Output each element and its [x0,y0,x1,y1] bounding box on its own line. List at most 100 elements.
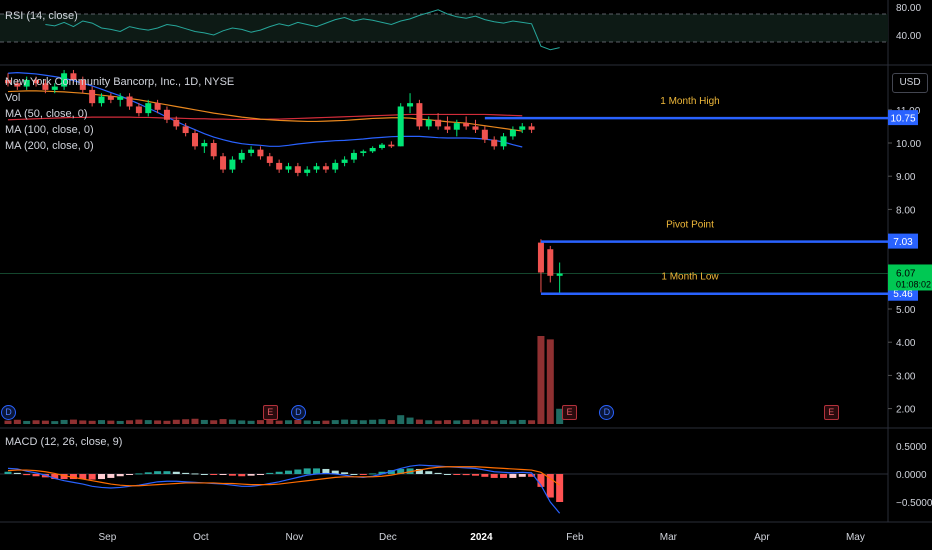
macd-histogram-bar [256,474,264,475]
candle-body [33,79,40,84]
volume-bar [4,420,12,424]
volume-bar [154,420,162,424]
candle-body [500,136,507,147]
macd-histogram-bar [425,471,433,474]
macd-legend-text: MACD (12, 26, close, 9) [5,436,123,448]
volume-bar [247,420,255,424]
price-tick-label: 8.00 [896,205,916,216]
macd-histogram-bar [69,474,77,480]
macd-histogram-bar [537,474,545,487]
level-name: 1 Month Low [661,272,719,283]
volume-bar [294,419,302,424]
price-tick-label: 9.00 [896,172,916,183]
candle-body [304,169,311,173]
symbol-title: New York Community Bancorp, Inc., 1D, NY… [5,76,235,88]
macd-histogram-bar [163,471,171,474]
macd-histogram-bar [285,470,292,474]
candle-body [435,119,442,127]
macd-histogram-bar [191,473,199,475]
ma200-legend: MA (200, close, 0) [5,140,94,152]
candle-body [70,73,77,80]
macd-histogram-bar [434,472,442,474]
volume-bar [163,420,171,424]
candle-body [388,144,395,147]
candle-body [350,152,357,160]
rsi-band [0,14,888,42]
volume-bar [228,419,236,424]
macd-histogram-bar [154,471,162,474]
macd-histogram-bar [23,474,31,476]
time-axis-month-label: May [846,532,865,543]
candle-body [182,126,189,134]
macd-histogram-bar [60,474,68,480]
macd-histogram-bar [266,472,274,474]
macd-histogram-bar [490,474,498,478]
candle-body [491,139,498,147]
volume-bar [397,415,405,424]
volume-bar [490,420,498,424]
level-value: 5.46 [893,289,913,300]
macd-histogram-bar [359,474,367,475]
macd-histogram-bar [415,468,423,474]
level-value: 7.03 [893,237,913,248]
candle-body [61,73,68,87]
candle-body [425,119,432,127]
candle-body [341,159,348,163]
candle-body [23,79,30,87]
macd-histogram-bar [200,474,208,475]
volume-bar [509,420,517,424]
macd-histogram-bar [98,474,105,480]
macd-histogram-bar [275,471,283,474]
price-legend: New York Community Bancorp, Inc., 1D, NY… [5,74,234,154]
level-tag [888,110,918,126]
volume-bar [378,419,386,424]
time-axis-month-label: Feb [566,532,584,543]
macd-histogram-bar [126,474,134,475]
macd-histogram-bar [135,473,143,475]
volume-bar [98,420,105,424]
candle-body [192,133,198,147]
macd-histogram-bar [341,472,349,474]
macd-histogram-bar [369,473,377,475]
earnings-marker[interactable]: E [562,405,577,420]
level-tag [888,233,918,249]
currency-button[interactable]: USD [892,73,928,93]
candle-body [154,103,161,110]
earnings-marker[interactable]: E [823,405,839,420]
dividend-marker[interactable]: D [290,405,306,420]
volume-bar [116,420,124,424]
candle-body [126,96,133,107]
price-tick-label: 2.00 [896,405,916,416]
volume-bar [415,419,423,424]
candle-body [537,242,544,273]
volume-bar [313,420,321,424]
macd-tick-label: −0.5000 [896,498,932,509]
candle-body [444,126,451,130]
macd-line [7,464,561,514]
candle-body [79,79,86,90]
candle-body [238,152,245,160]
candle-body [313,166,320,170]
macd-histogram-bar [518,474,526,477]
ma50-legend: MA (50, close, 0) [5,108,88,120]
level-name: 1 Month High [660,96,719,107]
price-tick-label: 5.00 [896,305,916,316]
time-axis-month-label: Apr [754,532,770,543]
macd-tick-label: 0.0000 [896,470,927,481]
time-axis-year-label: 2024 [470,532,493,543]
volume-bar [88,420,96,424]
macd-histogram-bar [107,474,115,478]
macd-histogram-bar [238,474,246,477]
macd-histogram-bar [116,474,124,477]
macd-histogram-bar [144,472,152,474]
candle-body [89,89,96,104]
volume-bar [79,420,87,424]
earnings-marker[interactable]: E [262,405,278,420]
macd-histogram-bar [546,474,554,498]
candle-body [463,123,470,127]
dividend-marker[interactable]: D [1,405,16,420]
dividend-marker[interactable]: D [599,405,615,420]
volume-bar [285,420,292,424]
